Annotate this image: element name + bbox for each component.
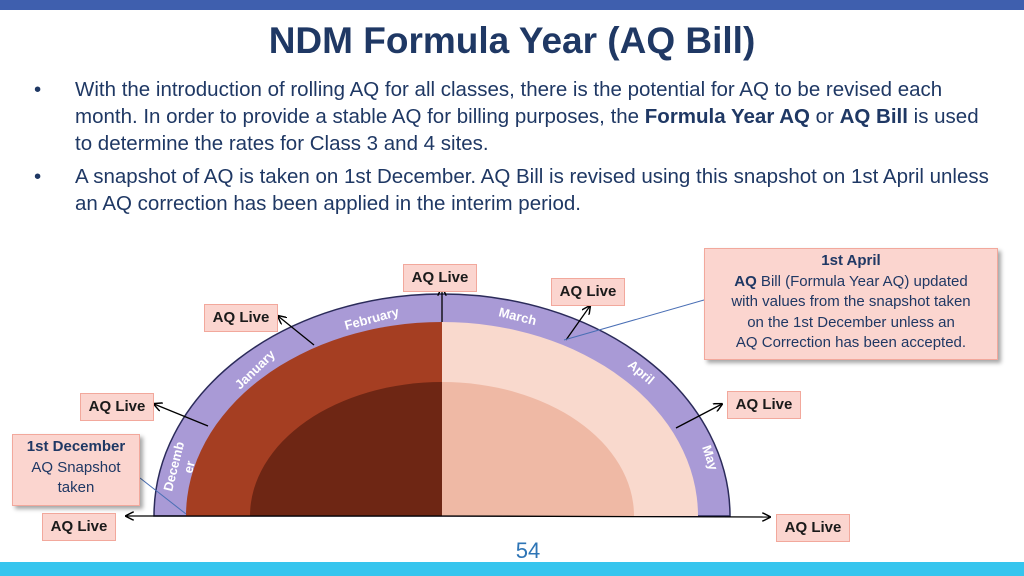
bottom-accent-bar (0, 562, 1024, 576)
bullet-list: • With the introduction of rolling AQ fo… (30, 76, 990, 223)
slide-title: NDM Formula Year (AQ Bill) (268, 20, 756, 61)
april-connector (563, 299, 705, 341)
aq-live-label-top: AQ Live (403, 264, 477, 292)
december-callout-heading: 1st December (26, 438, 126, 455)
april-callout-heading: 1st April (821, 252, 881, 269)
baseline-arrow (441, 516, 770, 517)
bullet-item-1: • With the introduction of rolling AQ fo… (34, 78, 979, 155)
past-period-inner (250, 382, 442, 516)
aq-live-arrow (675, 404, 722, 429)
april-update-callout: 1st April AQ Bill (Formula Year AQ) upda… (704, 248, 998, 360)
aq-live-arrow (154, 404, 209, 427)
bullet-item-2: • A snapshot of AQ is taken on 1st Decem… (34, 165, 989, 215)
aq-live-label-december: AQ Live (80, 393, 154, 421)
bullet-icon: • (34, 165, 42, 188)
aq-live-label-left-end: AQ Live (42, 513, 116, 541)
page-number: 54 (515, 538, 541, 563)
top-accent-bar (0, 0, 1024, 10)
aq-live-label-april: AQ Live (727, 391, 801, 419)
month-label-december-2: er (180, 459, 198, 475)
aq-live-arrow (278, 316, 315, 346)
december-connector (139, 477, 187, 515)
aq-live-label-right-end: AQ Live (776, 514, 850, 542)
aq-live-arrow (565, 306, 590, 341)
aq-live-label-january: AQ Live (204, 304, 278, 332)
bullet-icon: • (34, 78, 42, 101)
december-snapshot-callout: 1st December AQ Snapshot taken (12, 434, 140, 506)
formula-year-aq-term: Formula Year AQ (644, 105, 810, 128)
aq-live-label-march: AQ Live (551, 278, 625, 306)
future-period-inner (442, 382, 634, 516)
aq-bill-term: AQ Bill (839, 105, 908, 128)
